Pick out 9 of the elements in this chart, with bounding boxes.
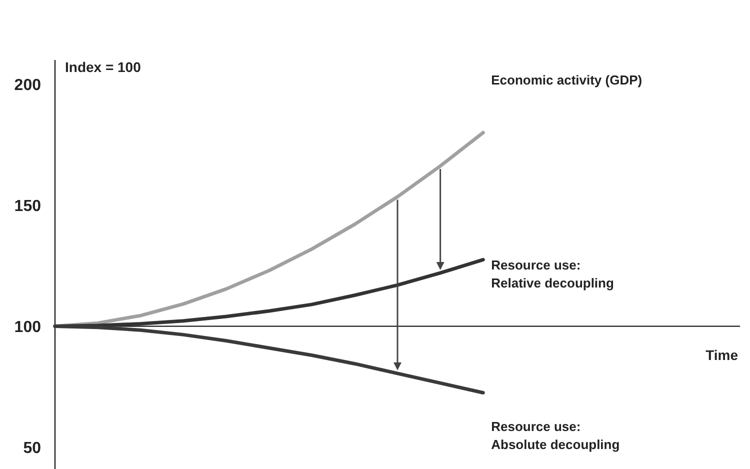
y-tick-label: 50 xyxy=(23,440,42,458)
series-label: Resource use: Relative decoupling xyxy=(491,258,614,291)
annotation: Index = 100 xyxy=(65,59,142,75)
text: Resource use: Absolute decoupling xyxy=(491,418,620,452)
y-tick-label: 200 xyxy=(14,77,42,94)
y-tick-label: 100 xyxy=(14,319,42,336)
y-tick-label: 150 xyxy=(14,198,42,216)
x-axis-title: Time xyxy=(706,347,738,364)
text: Economic activity (GDP) xyxy=(491,72,642,88)
